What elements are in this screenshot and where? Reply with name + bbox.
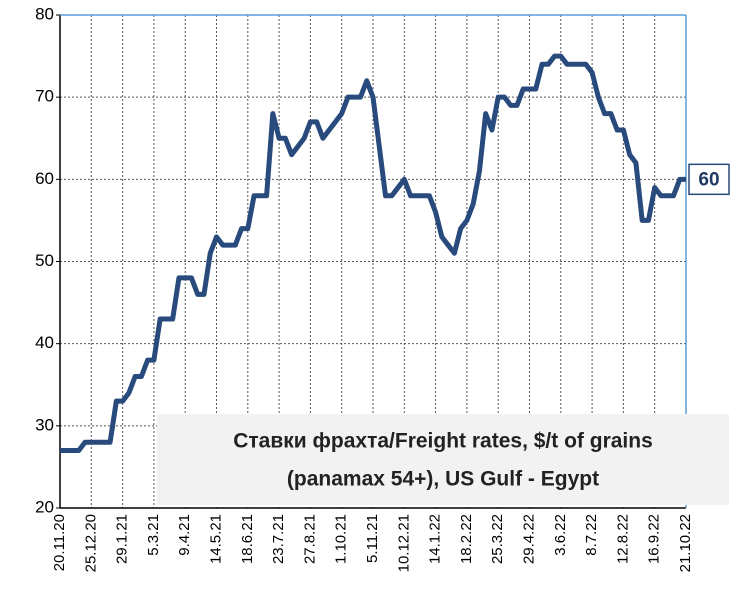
x-tick-label: 20.11.20 [51,514,68,571]
chart-title: (panamax 54+), US Gulf - Egypt [287,468,599,491]
y-tick-label: 80 [35,4,54,23]
x-tick-label: 14.5.21 [207,514,224,564]
x-tick-label: 25.12.20 [82,514,99,572]
x-tick-label: 29.1.21 [114,514,131,564]
x-tick-label: 8.7.22 [583,514,600,556]
y-tick-label: 60 [35,169,54,188]
y-tick-label: 20 [35,497,54,516]
x-tick-label: 21.10.22 [677,514,694,572]
x-tick-label: 10.12.21 [395,514,412,572]
y-tick-label: 30 [35,415,54,434]
chart-title: Ставки фрахта/Freight rates, $/t of grai… [233,430,653,453]
x-tick-label: 14.1.22 [427,514,444,564]
x-tick-label: 29.4.22 [520,514,537,564]
x-tick-label: 18.6.21 [239,514,256,564]
y-tick-label: 50 [35,251,54,270]
x-tick-label: 27.8.21 [301,514,318,564]
y-tick-label: 70 [35,87,54,106]
line-series [60,53,686,453]
y-tick-label: 40 [35,333,54,352]
title-box [157,414,729,505]
value-label: 60 [698,169,719,190]
x-tick-label: 5.11.21 [364,514,381,563]
x-tick-label: 3.6.22 [552,514,569,556]
x-tick-label: 12.8.22 [614,514,631,564]
x-tick-label: 25.3.22 [489,514,506,564]
x-tick-label: 23.7.21 [270,514,287,564]
x-tick-label: 16.9.22 [646,514,663,564]
x-tick-label: 9.4.21 [176,514,193,556]
x-tick-label: 5.3.21 [145,514,162,556]
x-tick-label: 18.2.22 [458,514,475,564]
value-label-box [688,163,730,196]
x-tick-label: 1.10.21 [333,514,350,564]
